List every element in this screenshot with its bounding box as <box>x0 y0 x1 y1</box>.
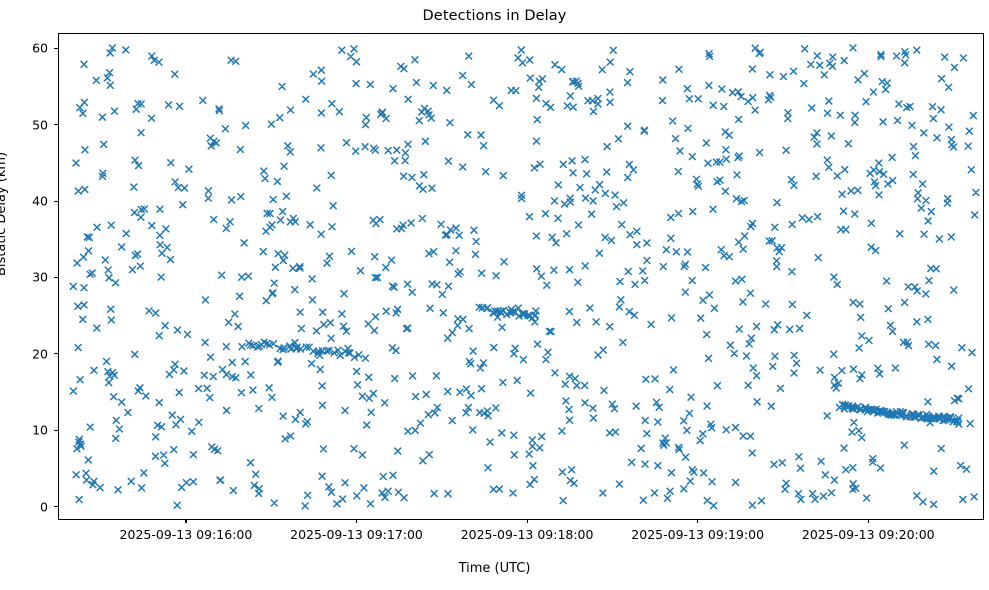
x-tick-mark <box>526 519 528 523</box>
y-tick-mark <box>54 47 58 49</box>
plot-area <box>58 33 984 520</box>
y-axis-label: Bistatic Delay (km) <box>0 151 9 276</box>
y-tick-mark <box>54 429 58 431</box>
x-tick-mark <box>356 519 358 523</box>
y-tick-mark <box>54 506 58 508</box>
scatter-series <box>69 43 980 510</box>
x-tick-mark <box>867 519 869 523</box>
y-tick-mark <box>54 124 58 126</box>
y-tick-mark <box>54 276 58 278</box>
y-tick-label: 20 <box>32 346 48 362</box>
y-tick-label: 40 <box>32 193 48 209</box>
x-tick-label: 2025-09-13 09:18:00 <box>460 527 594 542</box>
x-tick-mark <box>697 519 699 523</box>
y-tick-label: 10 <box>32 422 48 438</box>
x-tick-label: 2025-09-13 09:17:00 <box>290 527 423 542</box>
y-tick-label: 30 <box>32 269 48 285</box>
x-axis-label: Time (UTC) <box>458 561 531 576</box>
x-tick-label: 2025-09-13 09:19:00 <box>631 527 765 542</box>
y-tick-label: 0 <box>40 499 48 515</box>
x-tick-mark <box>185 519 187 523</box>
x-tick-label: 2025-09-13 09:20:00 <box>801 527 935 542</box>
x-tick-label: 2025-09-13 09:16:00 <box>119 527 253 542</box>
chart-title: Detections in Delay <box>422 8 567 24</box>
y-tick-mark <box>54 200 58 202</box>
y-tick-label: 50 <box>32 117 48 133</box>
y-tick-label: 60 <box>32 40 48 56</box>
scatter-markers <box>69 43 980 510</box>
y-tick-mark <box>54 353 58 355</box>
